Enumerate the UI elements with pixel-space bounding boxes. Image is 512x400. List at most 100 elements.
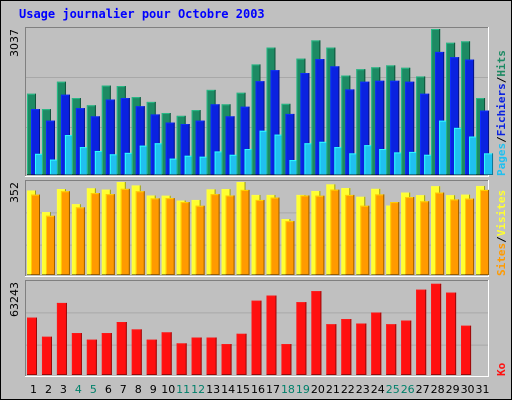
x-tick-label-12: 12 [191,383,205,396]
bar-ko-day-5 [86,339,97,375]
bar-ko-day-14-fill [221,344,232,375]
bar-pages-day-16-fill [259,130,269,175]
legend-entry-0: Ko [495,362,508,376]
bar-pages-day-15-fill [244,149,254,175]
bar-sites-day-28 [435,192,445,275]
bar-fichiers-day-20-fill [315,59,325,176]
bar-ko-day-1-fill [27,317,37,375]
bar-pages-day-6-fill [109,154,119,175]
x-tick-label-15: 15 [236,383,250,396]
bar-ko-day-9 [146,339,157,375]
bar-sites-day-12 [195,205,205,275]
x-tick-label-4: 4 [75,383,82,396]
x-tick-label-2: 2 [45,383,52,396]
bar-sites-day-4 [75,207,85,275]
bar-sites-day-4-fill [75,207,85,275]
bar-ko-day-3 [56,302,67,375]
bar-pages-day-31 [484,153,494,175]
legend-entry-2: Fichiers [495,83,508,136]
bar-ko-day-2 [41,336,52,375]
bar-sites-day-5 [90,193,100,275]
bar-sites-day-9-fill [150,198,160,275]
bar-ko-day-2-fill [41,336,52,375]
bar-sites-day-29-fill [450,199,460,275]
bar-sites-day-8-fill [135,191,145,275]
bar-fichiers-day-15-fill [240,106,250,175]
bar-ko-day-30-fill [461,325,472,375]
legend-entry-4: Hits [495,50,508,77]
bar-pages-day-18-fill [289,160,299,175]
bar-sites-day-26 [405,197,415,275]
panel-kb-ymax-label: 63243 [8,282,21,317]
bar-sites-day-30-fill [465,198,475,275]
bar-pages-day-30-fill [469,136,479,175]
panel-hits-files-pages-legend: Pages/Fichiers/Hits [495,50,508,176]
legend-entry-3: / [495,76,508,83]
bar-ko-day-7 [116,322,127,375]
bar-fichiers-day-14-fill [225,116,235,175]
bar-ko-day-8-fill [131,329,142,375]
bar-ko-day-10 [161,332,172,375]
bar-fichiers-day-18-fill [285,113,295,175]
bar-ko-day-12-fill [191,337,202,375]
bar-pages-day-19-fill [304,143,314,175]
bar-ko-day-4 [71,333,82,375]
x-tick-label-19: 19 [296,383,310,396]
bar-fichiers-day-31-fill [480,110,490,175]
bar-sites-day-8 [135,191,145,275]
bar-pages-day-17-fill [274,134,284,175]
chart-title: Usage journalier pour Octobre 2003 [19,7,265,21]
bar-sites-day-15-fill [240,189,250,275]
bar-fichiers-day-12-fill [195,120,205,175]
bar-fichiers-day-13-fill [210,104,220,175]
bar-fichiers-day-17-fill [270,70,280,175]
bar-pages-day-31-fill [484,153,494,175]
x-tick-label-16: 16 [251,383,265,396]
bar-sites-day-19 [300,195,310,275]
x-tick-label-20: 20 [311,383,325,396]
bar-ko-day-8 [131,329,142,375]
bar-sites-day-22-fill [345,194,355,275]
bar-sites-day-20-fill [315,195,325,275]
bar-ko-day-30 [461,325,472,375]
bar-fichiers-day-19-fill [300,73,310,175]
bar-ko-day-3-fill [56,302,67,375]
bar-ko-day-15 [236,333,247,375]
panel-hits-files-pages-ymax-label: 3037 [8,29,21,57]
bar-sites-day-22 [345,194,355,275]
bar-pages-day-26-fill [409,151,419,175]
bar-ko-day-12 [191,337,202,375]
bar-sites-day-2 [45,215,55,275]
bar-pages-day-20-fill [319,141,329,175]
x-tick-label-9: 9 [150,383,157,396]
bar-ko-day-20 [311,291,322,375]
x-tick-label-7: 7 [120,383,127,396]
bar-sites-day-16 [255,199,265,275]
bar-ko-day-21-fill [326,324,337,375]
x-tick-label-30: 30 [461,383,475,396]
bar-ko-day-24 [371,312,382,375]
bar-ko-day-11-fill [176,343,187,375]
bar-sites-day-7 [120,188,130,275]
x-tick-label-25: 25 [386,383,400,396]
bar-sites-day-24-fill [375,194,385,275]
bar-pages-day-27-fill [424,154,434,175]
bar-sites-day-11-fill [180,202,190,275]
bar-pages-day-24-fill [379,149,389,175]
bar-ko-day-26-fill [401,320,412,375]
bar-pages-day-1-fill [35,153,44,175]
legend-entry-0: Sites [495,243,508,276]
x-tick-label-5: 5 [90,383,97,396]
bar-fichiers-day-27-fill [420,93,430,175]
x-tick-label-6: 6 [105,383,112,396]
bar-ko-day-17 [266,295,277,375]
bar-fichiers-day-16-fill [255,81,265,175]
bar-sites-day-26-fill [405,197,415,275]
bar-ko-day-16-fill [251,300,262,375]
bar-ko-day-15-fill [236,333,247,375]
panel-kb-legend: Ko [495,362,508,376]
bar-ko-day-6 [101,333,112,375]
bar-pages-day-5-fill [94,150,104,175]
bar-fichiers-day-5-fill [90,116,100,175]
